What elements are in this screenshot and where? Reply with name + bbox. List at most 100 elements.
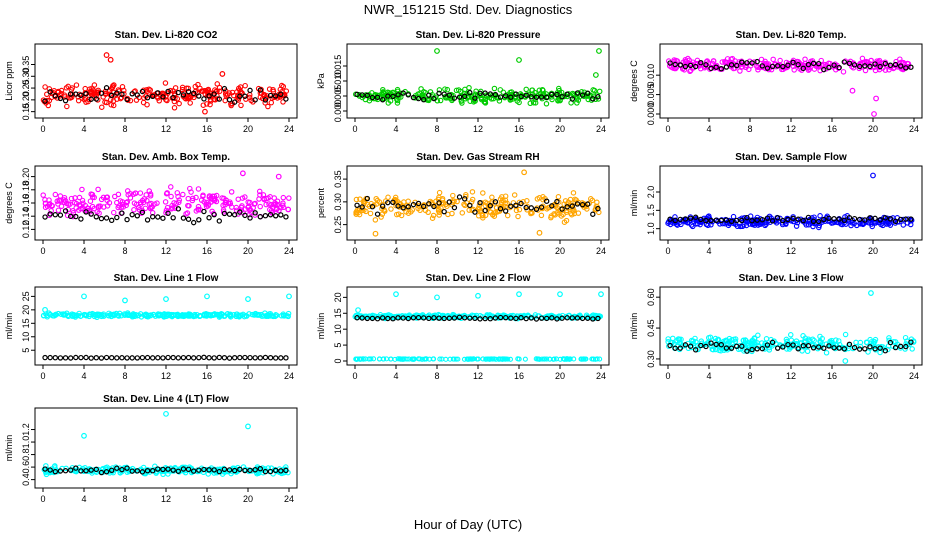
- reference-point: [487, 91, 493, 97]
- x-tick-label: 16: [202, 494, 212, 504]
- data-point: [357, 196, 363, 202]
- y-tick-label: 0.010: [646, 64, 656, 87]
- reference-point: [841, 346, 848, 352]
- data-point: [570, 190, 577, 196]
- reference-point: [564, 204, 570, 210]
- outlier-point: [81, 432, 87, 439]
- data-point: [511, 192, 518, 198]
- reference-point: [856, 63, 863, 70]
- reference-point: [574, 201, 581, 207]
- reference-point: [502, 208, 509, 214]
- data-point: [265, 103, 271, 110]
- reference-point: [836, 216, 842, 222]
- data-point: [151, 311, 157, 318]
- reference-point: [129, 91, 135, 97]
- reference-point: [533, 206, 540, 213]
- reference-point: [446, 315, 452, 321]
- reference-point: [774, 215, 781, 221]
- data-point: [392, 356, 398, 362]
- reference-point: [395, 203, 401, 209]
- reference-point: [487, 316, 493, 322]
- reference-point: [769, 218, 776, 224]
- reference-point: [851, 215, 858, 222]
- reference-point: [744, 214, 750, 221]
- data-point: [507, 356, 514, 362]
- data-point: [553, 356, 559, 362]
- reference-point: [477, 316, 483, 322]
- data-point: [882, 217, 888, 224]
- reference-point: [672, 61, 678, 68]
- data-point: [394, 97, 401, 104]
- data-point: [96, 210, 102, 216]
- data-point: [91, 90, 98, 96]
- reference-point: [364, 315, 370, 322]
- x-tick-label: 20: [868, 371, 878, 381]
- reference-point: [677, 62, 684, 68]
- x-tick-label: 8: [747, 124, 752, 134]
- reference-point: [426, 201, 432, 207]
- reference-point: [114, 465, 120, 471]
- y-tick-label: 0.14: [21, 207, 31, 225]
- data-point: [137, 190, 144, 196]
- data-point: [52, 312, 59, 318]
- reference-point: [83, 209, 89, 215]
- data-point: [571, 207, 577, 214]
- data-point: [436, 212, 442, 218]
- reference-point: [908, 216, 914, 222]
- reference-point: [88, 355, 94, 361]
- data-point: [58, 90, 64, 97]
- reference-point: [590, 316, 596, 322]
- reference-point: [226, 211, 233, 217]
- reference-point: [211, 467, 217, 473]
- data-point: [828, 339, 835, 346]
- reference-point: [73, 354, 79, 361]
- data-point: [274, 201, 280, 208]
- reference-point: [354, 202, 360, 208]
- reference-point: [559, 206, 565, 212]
- data-point: [99, 104, 105, 110]
- y-tick-label: 0.20: [21, 91, 31, 109]
- reference-point: [267, 468, 274, 475]
- data-point: [712, 346, 719, 353]
- outlier-point: [536, 229, 543, 236]
- data-point: [119, 468, 125, 475]
- panel-title: Stan. Dev. Line 1 Flow: [114, 273, 219, 284]
- reference-point: [584, 315, 591, 321]
- data-point: [805, 67, 812, 73]
- data-point: [278, 313, 285, 319]
- reference-point: [759, 216, 766, 223]
- outlier-point: [239, 170, 246, 177]
- data-point: [187, 100, 193, 106]
- reference-point: [247, 467, 253, 474]
- data-point: [108, 102, 114, 108]
- data-point: [198, 197, 205, 203]
- reference-point: [590, 211, 596, 217]
- outlier-point: [163, 410, 169, 417]
- reference-point: [201, 96, 207, 102]
- plot-frame: [34, 286, 298, 366]
- reference-point: [815, 60, 822, 67]
- reference-point: [780, 217, 786, 224]
- data-point: [271, 195, 277, 201]
- reference-point: [155, 214, 161, 220]
- y-axis-label: percent: [316, 187, 326, 218]
- reference-point: [62, 97, 69, 104]
- data-point: [840, 69, 847, 75]
- reference-point: [364, 195, 370, 202]
- reference-point: [508, 315, 514, 321]
- reference-point: [492, 91, 499, 98]
- reference-point: [78, 468, 84, 474]
- reference-point: [149, 93, 156, 100]
- reference-point: [569, 96, 576, 102]
- data-point: [394, 100, 401, 106]
- data-point: [673, 64, 680, 71]
- data-point: [900, 222, 907, 228]
- y-tick-label: 20: [21, 305, 31, 315]
- data-point: [132, 88, 138, 94]
- y-axis-label: ml/min: [629, 190, 639, 217]
- data-point: [804, 348, 811, 355]
- data-point: [363, 208, 369, 215]
- data-point: [48, 208, 54, 214]
- reference-point: [262, 354, 269, 361]
- reference-point: [461, 196, 468, 202]
